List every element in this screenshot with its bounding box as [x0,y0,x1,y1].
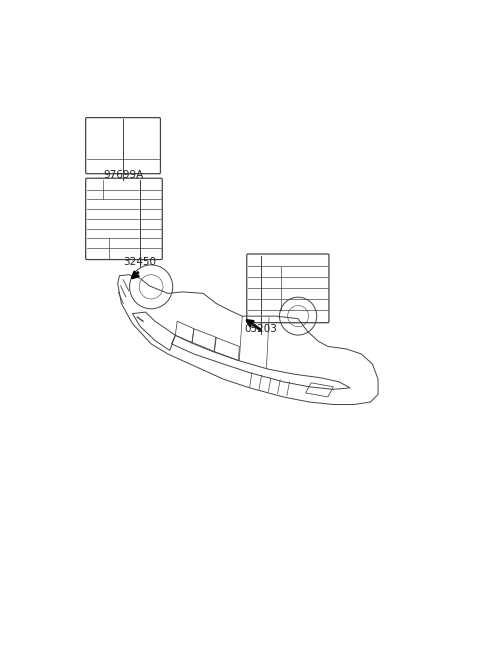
Text: 05203: 05203 [244,324,277,334]
Text: 32450: 32450 [123,257,156,267]
Text: 97699A: 97699A [103,170,144,180]
